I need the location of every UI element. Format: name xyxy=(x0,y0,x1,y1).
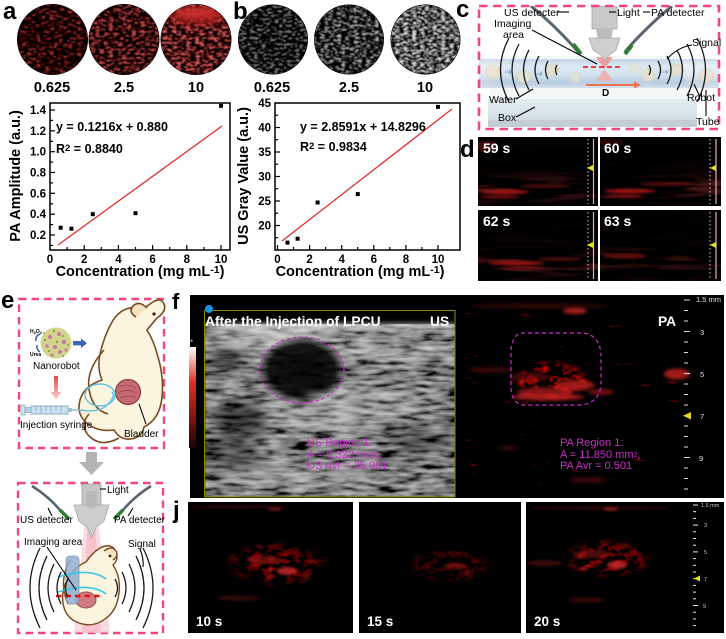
svg-text:US detecter: US detecter xyxy=(504,7,560,19)
svg-text:25: 25 xyxy=(258,196,271,208)
svg-text:Nanorobot: Nanorobot xyxy=(33,361,80,372)
svg-text:Urea: Urea xyxy=(30,352,41,358)
svg-text:Signal: Signal xyxy=(692,37,721,49)
svg-text:8: 8 xyxy=(403,254,410,266)
svg-text:2: 2 xyxy=(81,254,87,266)
svg-text:1.2: 1.2 xyxy=(30,126,46,138)
svg-text:10: 10 xyxy=(215,254,228,266)
svg-text:0.4: 0.4 xyxy=(30,209,47,221)
svg-text:US Gray Value (a.u.): US Gray Value (a.u.) xyxy=(236,107,252,245)
svg-text:5: 5 xyxy=(704,550,707,556)
svg-text:PA Avr = 0.501: PA Avr = 0.501 xyxy=(560,460,632,472)
svg-text:3: 3 xyxy=(700,328,704,337)
svg-text:10 s: 10 s xyxy=(196,614,222,629)
svg-text:4: 4 xyxy=(338,254,345,266)
svg-text:Bladder: Bladder xyxy=(124,429,159,440)
svg-text:Imaging: Imaging xyxy=(494,18,532,30)
svg-text:4: 4 xyxy=(115,254,122,266)
svg-text:D: D xyxy=(602,88,609,99)
svg-text:Water: Water xyxy=(489,94,517,106)
svg-text:US: US xyxy=(430,314,449,329)
svg-text:US Region 1:: US Region 1: xyxy=(307,437,372,449)
svg-text:62 s: 62 s xyxy=(483,213,510,229)
svg-text:PA detecter: PA detecter xyxy=(651,7,705,19)
svg-text:R2 = 0.9834: R2 = 0.9834 xyxy=(300,140,367,154)
svg-text:US detecter: US detecter xyxy=(20,515,73,526)
svg-text:US Avr = 25.961: US Avr = 25.961 xyxy=(307,460,387,472)
svg-text:0.6: 0.6 xyxy=(30,188,46,200)
svg-text:Injection syringe: Injection syringe xyxy=(20,420,93,431)
svg-text:10: 10 xyxy=(417,80,433,96)
svg-text:59 s: 59 s xyxy=(483,140,510,156)
svg-text:5: 5 xyxy=(700,370,704,379)
svg-text:7: 7 xyxy=(704,577,707,583)
svg-text:0.2: 0.2 xyxy=(30,230,46,242)
svg-text:9: 9 xyxy=(703,604,706,610)
svg-text:8: 8 xyxy=(184,254,191,266)
svg-text:3: 3 xyxy=(704,523,707,529)
svg-text:area: area xyxy=(503,29,524,41)
svg-text:0.8: 0.8 xyxy=(30,168,47,180)
svg-text:Signal: Signal xyxy=(128,539,156,550)
svg-text:30: 30 xyxy=(258,172,271,184)
svg-text:A = 6.322 mm2,: A = 6.322 mm2, xyxy=(307,449,382,461)
svg-text:After the Injection of LPCU: After the Injection of LPCU xyxy=(205,314,381,329)
svg-text:10: 10 xyxy=(188,80,204,96)
svg-text:A = 11.850 mm2,: A = 11.850 mm2, xyxy=(560,449,640,461)
svg-text:1.0: 1.0 xyxy=(30,147,46,159)
svg-text:20 s: 20 s xyxy=(534,614,560,629)
svg-text:20: 20 xyxy=(258,221,271,233)
svg-text:35: 35 xyxy=(258,147,271,159)
svg-text:H2O2: H2O2 xyxy=(30,329,43,335)
svg-text:10: 10 xyxy=(432,254,445,266)
svg-text:60 s: 60 s xyxy=(604,140,631,156)
svg-text:0: 0 xyxy=(47,254,53,266)
svg-text:Concentration (mg mL-1): Concentration (mg mL-1) xyxy=(276,264,445,280)
svg-text:2.5: 2.5 xyxy=(339,80,359,96)
svg-text:PA: PA xyxy=(658,314,676,329)
svg-text:6: 6 xyxy=(371,254,377,266)
svg-text:0: 0 xyxy=(274,254,280,266)
svg-text:9: 9 xyxy=(699,454,703,463)
svg-text:40: 40 xyxy=(258,123,271,135)
svg-text:63 s: 63 s xyxy=(604,213,631,229)
svg-text:7: 7 xyxy=(700,412,704,421)
svg-text:1.5 mm: 1.5 mm xyxy=(696,295,721,304)
svg-text:PA Amplitude (a.u.): PA Amplitude (a.u.) xyxy=(8,110,24,242)
svg-text:Box: Box xyxy=(498,112,517,124)
svg-text:6: 6 xyxy=(149,254,155,266)
svg-text:R2 = 0.8840: R2 = 0.8840 xyxy=(56,142,123,156)
svg-text:y = 0.1216x + 0.880: y = 0.1216x + 0.880 xyxy=(56,120,168,134)
svg-text:1.5 mm: 1.5 mm xyxy=(701,503,720,509)
svg-text:Imaging area: Imaging area xyxy=(24,537,83,548)
svg-text:2: 2 xyxy=(306,254,312,266)
svg-text:15 s: 15 s xyxy=(367,614,393,629)
svg-text:PA Region 1:: PA Region 1: xyxy=(560,437,623,449)
svg-text:Light: Light xyxy=(617,7,640,19)
svg-text:1.4: 1.4 xyxy=(30,105,47,117)
svg-text:Light: Light xyxy=(107,485,129,496)
svg-text:0.625: 0.625 xyxy=(34,80,70,96)
svg-text:0.625: 0.625 xyxy=(254,80,290,96)
svg-text:Concentration (mg mL-1): Concentration (mg mL-1) xyxy=(56,264,225,280)
svg-text:PA detecter: PA detecter xyxy=(114,515,166,526)
svg-text:45: 45 xyxy=(258,98,271,110)
svg-text:y = 2.8591x + 14.8296: y = 2.8591x + 14.8296 xyxy=(300,120,426,134)
svg-text:I*: I* xyxy=(189,340,194,346)
svg-text:2.5: 2.5 xyxy=(114,80,134,96)
svg-text:Robot: Robot xyxy=(687,92,715,104)
svg-text:Tube: Tube xyxy=(696,116,720,128)
